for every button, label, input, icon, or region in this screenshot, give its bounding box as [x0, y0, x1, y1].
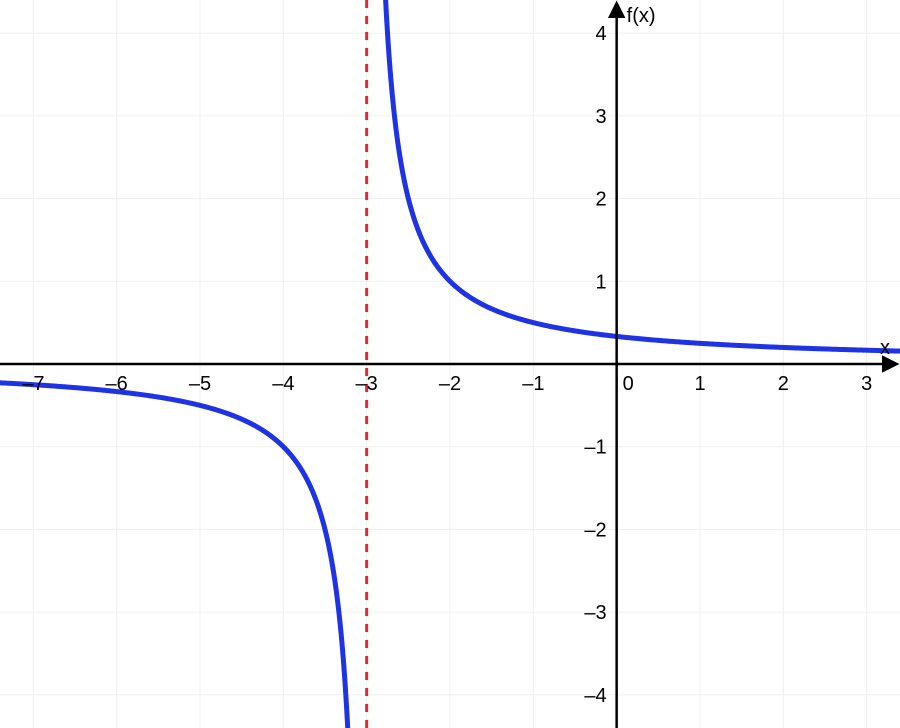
function-plot: –7 –6 –5 –4 –3 –2 –1 0 1 2 3 –4 –3 –2 –1 1 2 3 4 x f(x): [0, 0, 900, 728]
x-tick-label: –2: [439, 373, 461, 395]
x-tick-label: –6: [106, 373, 128, 395]
y-tick-label: –2: [584, 519, 606, 541]
y-tick-label: 4: [596, 23, 607, 45]
x-tick-label: 0: [623, 373, 634, 395]
x-tick-label: –1: [522, 373, 544, 395]
y-axis-label: f(x): [627, 5, 656, 27]
x-tick-label: –3: [356, 373, 378, 395]
curve-left-branch: [0, 383, 354, 728]
x-tick-label: 3: [861, 373, 872, 395]
y-tick-label: –3: [584, 602, 606, 624]
x-axis-label: x: [880, 337, 890, 359]
x-tick-label: –4: [272, 373, 294, 395]
y-tick-label: 2: [596, 189, 607, 211]
y-tick-label: –4: [584, 685, 606, 707]
x-tick-label: –7: [22, 373, 44, 395]
y-tick-label: 3: [596, 106, 607, 128]
y-tick-label: 1: [596, 271, 607, 293]
x-tick-label: 1: [694, 373, 705, 395]
curve-right-branch: [380, 0, 900, 351]
x-tick-label: –5: [189, 373, 211, 395]
x-tick-label: 2: [778, 373, 789, 395]
y-tick-label: –1: [584, 437, 606, 459]
axes: [0, 4, 896, 728]
